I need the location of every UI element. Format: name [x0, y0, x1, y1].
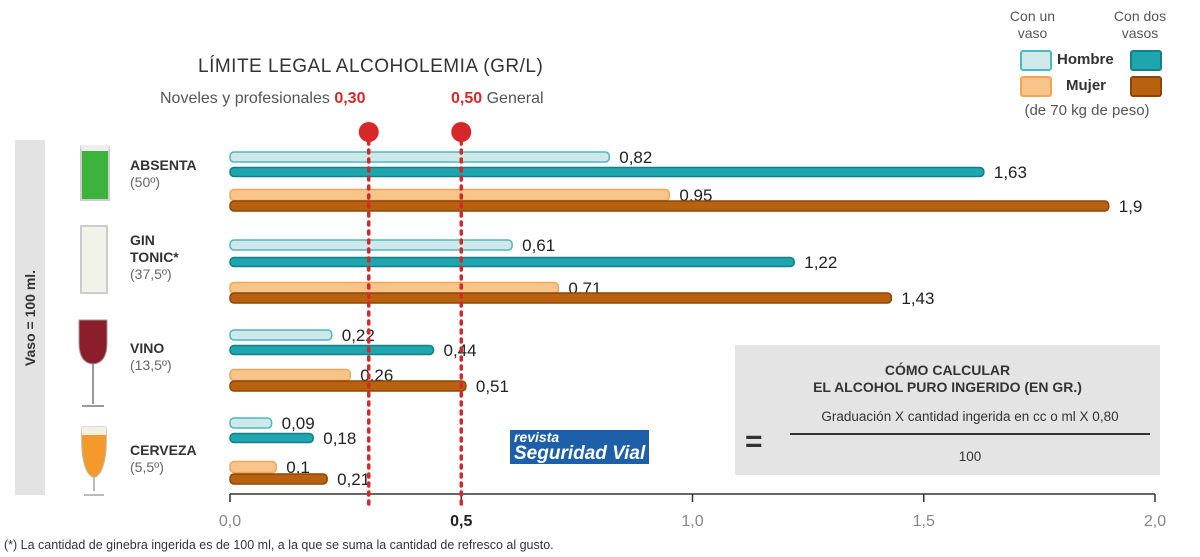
chart-title: LÍMITE LEGAL ALCOHOLEMIA (GR/L) — [198, 56, 544, 77]
bar-gintonic-0 — [229, 239, 513, 251]
limit-label-noveles: Noveles y profesionales 0,30 — [160, 90, 365, 108]
drink-name: ABSENTA — [130, 157, 197, 173]
bar-vino-1 — [229, 344, 435, 356]
formula-equals: = — [745, 425, 763, 458]
bar-vino-2 — [229, 368, 351, 382]
bar-vino-0 — [229, 329, 333, 341]
formula-divider — [790, 433, 1150, 435]
limit-label-general: 0,50 General — [451, 90, 544, 108]
drink-label-cerveza: CERVEZA (5,5º) — [130, 442, 197, 476]
side-label: Vaso = 100 ml. — [15, 140, 45, 495]
drink-degree: (13,5º) — [130, 357, 172, 373]
drink-label-gin-tonic: GIN TONIC* (37,5º) — [130, 232, 190, 283]
bar-gintonic-1 — [229, 256, 795, 268]
absinthe-glass-icon — [80, 145, 110, 201]
limit-value: 0,30 — [334, 90, 366, 107]
data-label: 0,09 — [282, 414, 315, 433]
drink-degree: (50º) — [130, 174, 161, 190]
limit-value: 0,50 — [451, 90, 483, 107]
legend-swatch-hombre-2 — [1130, 50, 1162, 71]
bar-cerveza-0 — [229, 417, 273, 429]
legend-swatch-hombre-1 — [1020, 50, 1052, 71]
legend-note: (de 70 kg de peso) — [1024, 102, 1150, 119]
footnote: (*) La cantidad de ginebra ingerida es d… — [4, 538, 554, 552]
limit-marker — [451, 122, 472, 142]
data-label: 0,22 — [342, 326, 375, 345]
formula-numerator: Graduación X cantidad ingerida en cc o m… — [821, 409, 1119, 424]
data-label: 1,9 — [1119, 197, 1143, 216]
data-label: 0,82 — [619, 148, 652, 167]
legend-mujer: Mujer — [1066, 77, 1107, 94]
bar-absenta-3 — [229, 200, 1110, 212]
beer-glass-icon — [78, 425, 110, 505]
data-label: 0,21 — [337, 470, 370, 489]
bar-cerveza-1 — [229, 432, 314, 444]
bar-gintonic-3 — [229, 292, 893, 304]
legend-col1: Con un vaso — [1009, 8, 1056, 41]
x-tick-label: 0,5 — [450, 513, 472, 530]
data-label: 1,22 — [804, 253, 837, 272]
data-label: 1,43 — [901, 289, 934, 308]
gin-tonic-glass-icon — [80, 225, 108, 294]
bar-cerveza-2 — [229, 460, 277, 474]
drink-name: VINO — [130, 340, 165, 356]
data-label: 0,18 — [323, 429, 356, 448]
limit-marker — [358, 122, 379, 142]
drink-degree: (37,5º) — [130, 266, 172, 282]
wine-glass-icon — [76, 318, 110, 415]
limit-text: Noveles y profesionales — [160, 90, 330, 107]
logo-seguridad-vial: revista Seguridad Vial — [510, 430, 650, 464]
x-tick-label: 1,5 — [913, 513, 935, 530]
bar-cerveza-3 — [229, 473, 328, 485]
bar-absenta-1 — [229, 166, 985, 178]
x-tick-label: 0,0 — [219, 513, 241, 530]
legend-swatch-mujer-1 — [1020, 76, 1052, 97]
bar-absenta-0 — [229, 151, 610, 163]
drink-label-vino: VINO (13,5º) — [130, 340, 172, 374]
drink-name: GIN TONIC* — [130, 232, 179, 265]
bar-vino-3 — [229, 380, 467, 392]
limit-text: General — [486, 90, 544, 107]
data-label: 0,1 — [286, 458, 310, 477]
drink-label-absenta: ABSENTA (50º) — [130, 157, 197, 191]
formula-box: CÓMO CALCULAR EL ALCOHOL PURO INGERIDO (… — [735, 345, 1160, 475]
formula-title-2: EL ALCOHOL PURO INGERIDO (EN GR.) — [813, 379, 1082, 395]
legend-swatch-mujer-2 — [1130, 76, 1162, 97]
bar-absenta-2 — [229, 188, 671, 202]
x-tick-label: 2,0 — [1144, 513, 1166, 530]
formula-title-1: CÓMO CALCULAR — [884, 362, 1011, 378]
drink-name: CERVEZA — [130, 442, 197, 458]
drink-degree: (5,5º) — [130, 459, 164, 475]
x-tick-label: 1,0 — [681, 513, 703, 530]
data-label: 0,61 — [522, 236, 555, 255]
legend-col2: Con dos vasos — [1113, 8, 1167, 41]
legend-hombre: Hombre — [1057, 51, 1114, 68]
formula-denominator: 100 — [958, 449, 982, 464]
bar-gintonic-2 — [229, 281, 560, 295]
data-label: 0,51 — [476, 377, 509, 396]
data-label: 1,63 — [994, 163, 1027, 182]
